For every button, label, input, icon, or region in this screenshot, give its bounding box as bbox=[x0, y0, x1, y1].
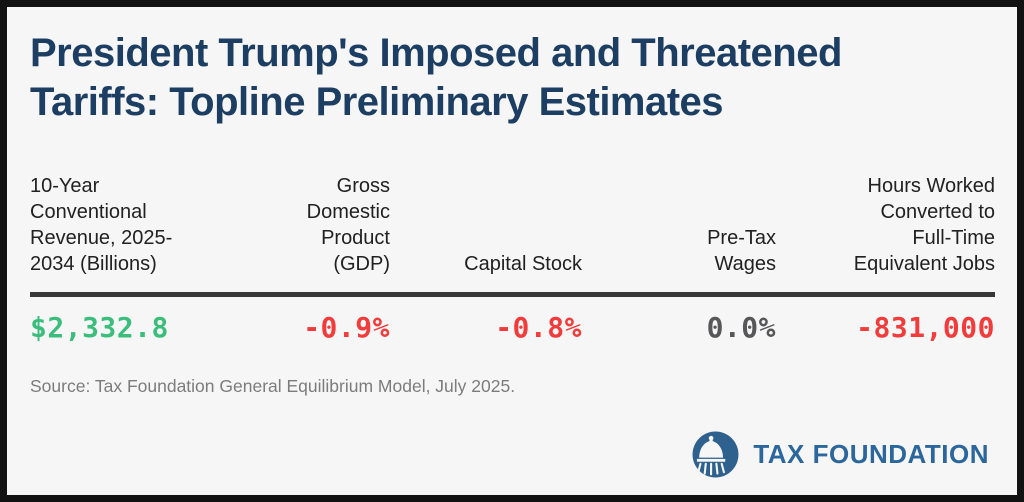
value-jobs: -831,000 bbox=[856, 311, 995, 344]
source-note: Source: Tax Foundation General Equilibri… bbox=[30, 376, 516, 396]
value-gdp: -0.9% bbox=[303, 311, 390, 344]
page-title: President Trump's Imposed and Threatened… bbox=[30, 29, 995, 127]
page-title-line-2: Tariffs: Topline Preliminary Estimates bbox=[30, 80, 724, 124]
col-header-revenue: 10-Year Conventional Revenue, 2025-2034 … bbox=[30, 173, 260, 297]
value-revenue: $2,332.8 bbox=[30, 311, 169, 344]
estimates-table: 10-Year Conventional Revenue, 2025-2034 … bbox=[30, 173, 995, 344]
col-header-capital-stock: Capital Stock bbox=[390, 173, 582, 297]
col-header-jobs: Hours Worked Converted to Full-Time Equi… bbox=[776, 173, 995, 297]
capitol-dome-icon bbox=[692, 431, 739, 478]
tax-foundation-logo: TAX FOUNDATION bbox=[30, 428, 995, 481]
table-header-row: 10-Year Conventional Revenue, 2025-2034 … bbox=[30, 173, 995, 297]
col-header-pretax-wages: Pre-Tax Wages bbox=[582, 173, 776, 297]
logo-wordmark: TAX FOUNDATION bbox=[753, 439, 989, 469]
col-header-gdp: Gross Domestic Product (GDP) bbox=[260, 173, 390, 297]
table-value-row: $2,332.8 -0.9% -0.8% 0.0% -831,000 bbox=[30, 295, 995, 344]
value-capital-stock: -0.8% bbox=[495, 311, 582, 344]
value-pretax-wages: 0.0% bbox=[706, 311, 776, 344]
page-title-line-1: President Trump's Imposed and Threatened bbox=[30, 31, 842, 75]
